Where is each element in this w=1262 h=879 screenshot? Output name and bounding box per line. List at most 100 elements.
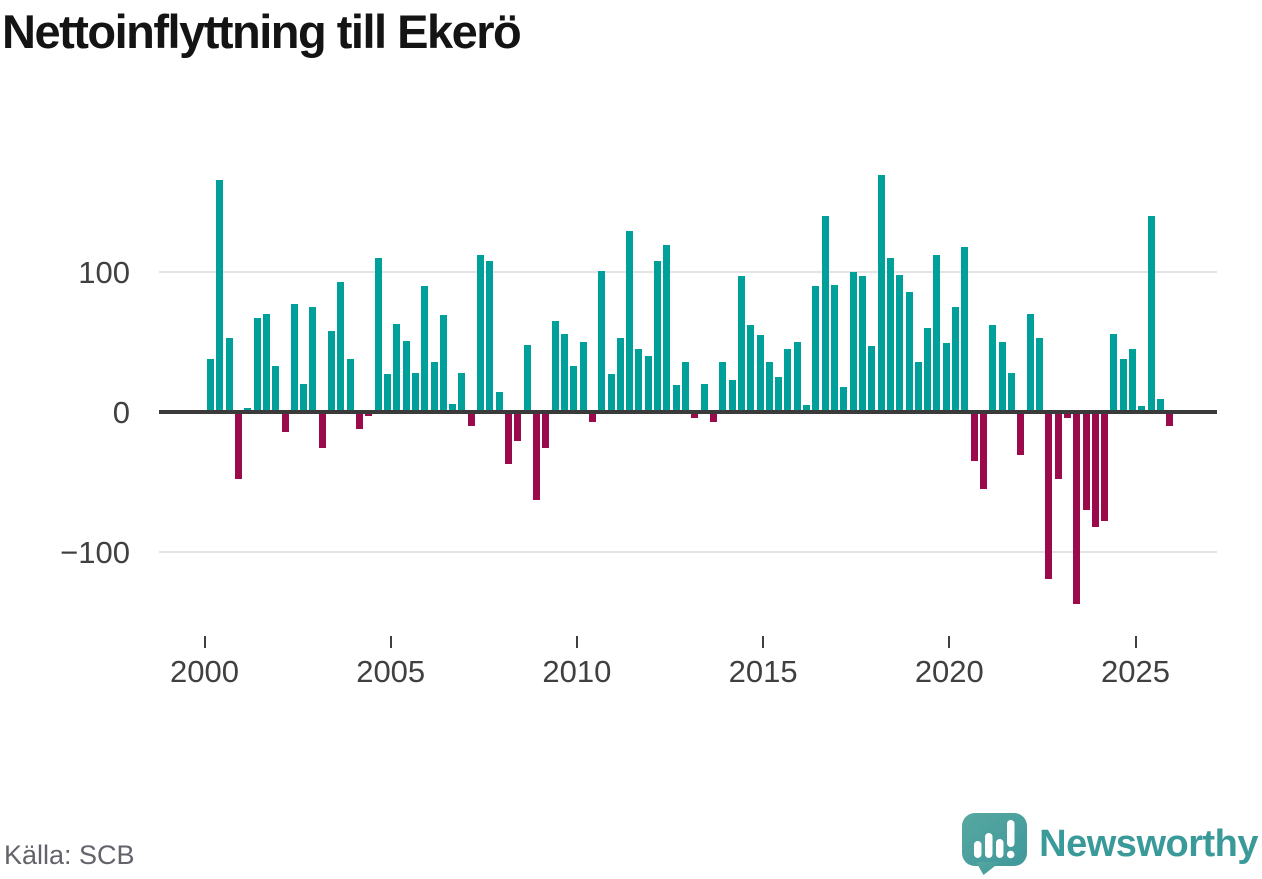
bar-2021Q1 [989, 325, 997, 412]
bar-2008Q4 [532, 412, 540, 501]
bar-2023Q2 [1073, 412, 1081, 604]
bar-2013Q4 [719, 361, 727, 412]
bar-2011Q4 [644, 356, 652, 412]
bar-2015Q1 [765, 361, 773, 412]
bar-2019Q4 [942, 343, 950, 412]
bar-2005Q2 [402, 340, 410, 412]
x-tick-mark-2025 [1134, 636, 1137, 648]
bar-2010Q4 [607, 374, 615, 412]
x-tick-mark-2005 [389, 636, 392, 648]
bar-2017Q3 [858, 276, 866, 412]
gridline-y-100 [159, 271, 1217, 273]
bar-2000Q2 [216, 179, 224, 412]
bar-2017Q4 [868, 346, 876, 412]
bar-2000Q3 [225, 337, 233, 412]
bar-2001Q3 [262, 314, 270, 412]
bar-2017Q1 [840, 386, 848, 412]
bar-2016Q4 [831, 284, 839, 412]
bar-2017Q2 [849, 272, 857, 412]
bar-2018Q4 [905, 291, 913, 412]
bar-2025Q2 [1147, 216, 1155, 412]
bar-2000Q4 [234, 412, 242, 480]
bar-2018Q1 [877, 175, 885, 412]
bar-2013Q2 [700, 384, 708, 412]
bar-2007Q4 [495, 392, 503, 412]
bar-2010Q2 [588, 412, 596, 422]
bar-2022Q3 [1045, 412, 1053, 579]
bar-2003Q4 [346, 358, 354, 412]
bar-2014Q2 [737, 276, 745, 412]
bar-2019Q1 [914, 361, 922, 412]
bar-2019Q2 [924, 328, 932, 412]
bar-2005Q1 [393, 323, 401, 412]
x-tick-mark-2015 [762, 636, 765, 648]
bar-2014Q4 [756, 335, 764, 412]
bar-2000Q1 [207, 358, 214, 412]
bar-2010Q1 [579, 342, 587, 412]
bar-2004Q3 [374, 258, 382, 412]
bar-2009Q1 [542, 412, 550, 449]
bar-2011Q3 [635, 349, 643, 412]
logo-exclamation-dot [1007, 850, 1015, 859]
bar-2012Q4 [682, 361, 689, 412]
bar-2021Q2 [998, 342, 1006, 412]
bar-2012Q3 [672, 385, 680, 412]
x-tick-mark-2010 [575, 636, 578, 648]
x-axis-label: 2005 [356, 654, 426, 689]
bar-2008Q2 [514, 412, 522, 442]
bar-2025Q3 [1157, 399, 1165, 412]
bar-2024Q1 [1101, 412, 1109, 522]
bar-2018Q2 [886, 258, 894, 412]
newsworthy-logo: Newsworthy [961, 812, 1258, 876]
bar-2002Q1 [281, 412, 289, 432]
bar-2013Q3 [709, 412, 717, 422]
bar-2021Q3 [1008, 372, 1015, 412]
bar-2003Q1 [318, 412, 326, 449]
bar-2009Q3 [560, 333, 568, 412]
bar-2018Q3 [896, 274, 904, 412]
bar-2020Q2 [961, 246, 969, 412]
bar-2020Q3 [970, 412, 978, 461]
bar-2015Q4 [793, 342, 801, 412]
bar-2023Q4 [1091, 412, 1099, 527]
logo-bar-tall [985, 833, 993, 858]
bar-2024Q4 [1129, 349, 1137, 412]
bar-2014Q3 [747, 325, 755, 412]
y-axis-label: 100 [78, 255, 130, 290]
bar-2014Q1 [728, 379, 736, 412]
bar-2006Q1 [430, 361, 438, 412]
bar-2009Q4 [570, 365, 578, 412]
bar-2011Q1 [616, 337, 624, 412]
bar-2006Q3 [449, 403, 457, 412]
y-axis-label: −100 [60, 535, 130, 570]
bar-2024Q3 [1119, 358, 1127, 412]
bar-2001Q2 [253, 318, 261, 412]
bar-2011Q2 [626, 231, 634, 412]
bar-2008Q1 [505, 412, 513, 464]
bar-2015Q2 [775, 377, 783, 412]
x-axis-label: 2020 [914, 654, 984, 689]
newsworthy-speech-bubble-chart-icon [962, 813, 1028, 875]
bar-2023Q3 [1082, 412, 1090, 510]
bar-2012Q2 [663, 245, 671, 412]
bar-2004Q2 [365, 412, 373, 417]
bar-2022Q1 [1026, 314, 1034, 412]
bar-2012Q1 [654, 260, 662, 412]
bar-2006Q4 [458, 372, 466, 412]
bar-2006Q2 [439, 315, 447, 412]
x-axis-label: 2015 [728, 654, 798, 689]
x-axis-label: 2000 [170, 654, 239, 689]
x-tick-mark-2000 [203, 636, 206, 648]
bar-2009Q2 [551, 321, 559, 412]
bar-2023Q1 [1063, 412, 1071, 418]
logo-bar-medium [996, 839, 1004, 858]
bar-2025Q1 [1138, 406, 1146, 412]
bar-2020Q1 [952, 307, 960, 412]
bar-2025Q4 [1166, 412, 1174, 426]
bar-2007Q3 [486, 260, 494, 412]
logo-bar-small [974, 841, 982, 858]
bar-2004Q4 [383, 374, 391, 412]
bar-2020Q4 [980, 412, 988, 489]
